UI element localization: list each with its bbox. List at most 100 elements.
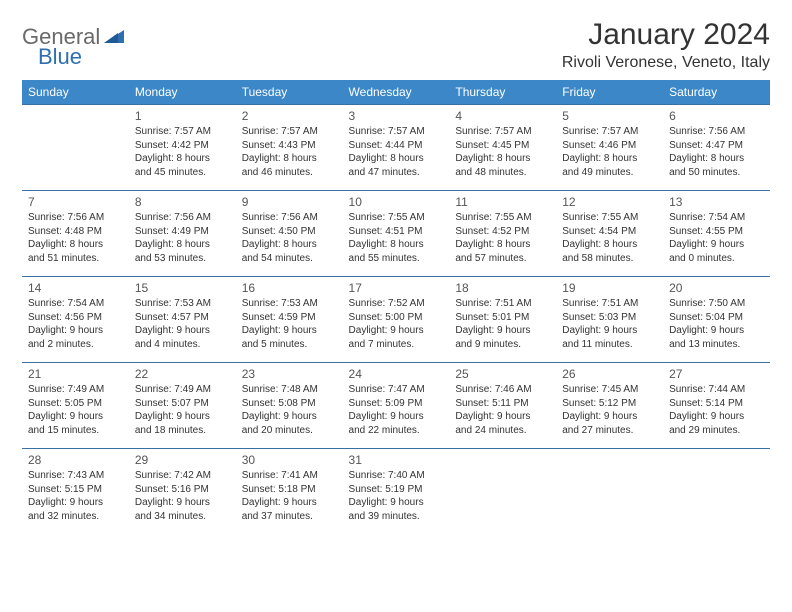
sunrise-text: Sunrise: 7:42 AM	[135, 469, 230, 483]
daylight-text: Daylight: 8 hours	[562, 152, 657, 166]
sunset-text: Sunset: 5:09 PM	[349, 397, 444, 411]
calendar-cell: 22Sunrise: 7:49 AMSunset: 5:07 PMDayligh…	[129, 363, 236, 449]
sunrise-text: Sunrise: 7:55 AM	[562, 211, 657, 225]
daylight-text: Daylight: 8 hours	[455, 152, 550, 166]
logo-text-blue-wrap: Blue	[38, 44, 82, 70]
day-number: 8	[135, 194, 230, 210]
calendar-week-row: 7Sunrise: 7:56 AMSunset: 4:48 PMDaylight…	[22, 191, 770, 277]
day-number: 24	[349, 366, 444, 382]
day-number: 23	[242, 366, 337, 382]
day-number: 21	[28, 366, 123, 382]
sunrise-text: Sunrise: 7:45 AM	[562, 383, 657, 397]
weekday-row: SundayMondayTuesdayWednesdayThursdayFrid…	[22, 80, 770, 105]
daylight-text: Daylight: 9 hours	[28, 324, 123, 338]
sunrise-text: Sunrise: 7:43 AM	[28, 469, 123, 483]
daylight-text: Daylight: 9 hours	[669, 410, 764, 424]
daylight-text: and 50 minutes.	[669, 166, 764, 180]
sunset-text: Sunset: 5:03 PM	[562, 311, 657, 325]
sunset-text: Sunset: 5:15 PM	[28, 483, 123, 497]
day-number: 7	[28, 194, 123, 210]
sunset-text: Sunset: 5:12 PM	[562, 397, 657, 411]
calendar-cell: 16Sunrise: 7:53 AMSunset: 4:59 PMDayligh…	[236, 277, 343, 363]
daylight-text: Daylight: 9 hours	[28, 496, 123, 510]
sunset-text: Sunset: 5:18 PM	[242, 483, 337, 497]
calendar-cell: 27Sunrise: 7:44 AMSunset: 5:14 PMDayligh…	[663, 363, 770, 449]
day-number: 5	[562, 108, 657, 124]
daylight-text: and 58 minutes.	[562, 252, 657, 266]
sunset-text: Sunset: 4:43 PM	[242, 139, 337, 153]
calendar-cell: 6Sunrise: 7:56 AMSunset: 4:47 PMDaylight…	[663, 105, 770, 191]
daylight-text: and 37 minutes.	[242, 510, 337, 524]
calendar-cell: 4Sunrise: 7:57 AMSunset: 4:45 PMDaylight…	[449, 105, 556, 191]
logo-text-blue: Blue	[38, 44, 82, 69]
calendar-cell: 2Sunrise: 7:57 AMSunset: 4:43 PMDaylight…	[236, 105, 343, 191]
daylight-text: and 49 minutes.	[562, 166, 657, 180]
daylight-text: Daylight: 8 hours	[562, 238, 657, 252]
sunset-text: Sunset: 4:48 PM	[28, 225, 123, 239]
sunrise-text: Sunrise: 7:51 AM	[455, 297, 550, 311]
calendar-cell: 25Sunrise: 7:46 AMSunset: 5:11 PMDayligh…	[449, 363, 556, 449]
daylight-text: Daylight: 9 hours	[28, 410, 123, 424]
weekday-header: Saturday	[663, 80, 770, 105]
sunrise-text: Sunrise: 7:56 AM	[669, 125, 764, 139]
logo-triangle-icon	[104, 27, 124, 48]
calendar-cell: 19Sunrise: 7:51 AMSunset: 5:03 PMDayligh…	[556, 277, 663, 363]
calendar-table: SundayMondayTuesdayWednesdayThursdayFrid…	[22, 80, 770, 535]
calendar-cell: 13Sunrise: 7:54 AMSunset: 4:55 PMDayligh…	[663, 191, 770, 277]
sunset-text: Sunset: 4:46 PM	[562, 139, 657, 153]
sunset-text: Sunset: 4:50 PM	[242, 225, 337, 239]
calendar-cell: 23Sunrise: 7:48 AMSunset: 5:08 PMDayligh…	[236, 363, 343, 449]
daylight-text: Daylight: 9 hours	[135, 496, 230, 510]
sunset-text: Sunset: 4:49 PM	[135, 225, 230, 239]
daylight-text: Daylight: 8 hours	[135, 152, 230, 166]
sunrise-text: Sunrise: 7:54 AM	[669, 211, 764, 225]
day-number: 28	[28, 452, 123, 468]
sunrise-text: Sunrise: 7:54 AM	[28, 297, 123, 311]
sunrise-text: Sunrise: 7:56 AM	[28, 211, 123, 225]
sunrise-text: Sunrise: 7:57 AM	[349, 125, 444, 139]
day-number: 15	[135, 280, 230, 296]
calendar-cell: 7Sunrise: 7:56 AMSunset: 4:48 PMDaylight…	[22, 191, 129, 277]
day-number: 9	[242, 194, 337, 210]
daylight-text: and 45 minutes.	[135, 166, 230, 180]
daylight-text: and 32 minutes.	[28, 510, 123, 524]
daylight-text: Daylight: 9 hours	[242, 496, 337, 510]
sunset-text: Sunset: 5:07 PM	[135, 397, 230, 411]
daylight-text: Daylight: 8 hours	[455, 238, 550, 252]
daylight-text: and 53 minutes.	[135, 252, 230, 266]
sunrise-text: Sunrise: 7:53 AM	[135, 297, 230, 311]
day-number: 16	[242, 280, 337, 296]
sunset-text: Sunset: 4:52 PM	[455, 225, 550, 239]
calendar-cell	[663, 449, 770, 535]
day-number: 4	[455, 108, 550, 124]
daylight-text: and 57 minutes.	[455, 252, 550, 266]
daylight-text: and 20 minutes.	[242, 424, 337, 438]
daylight-text: Daylight: 8 hours	[135, 238, 230, 252]
day-number: 27	[669, 366, 764, 382]
daylight-text: and 5 minutes.	[242, 338, 337, 352]
daylight-text: and 46 minutes.	[242, 166, 337, 180]
calendar-cell	[22, 105, 129, 191]
daylight-text: and 0 minutes.	[669, 252, 764, 266]
daylight-text: and 34 minutes.	[135, 510, 230, 524]
daylight-text: Daylight: 9 hours	[669, 324, 764, 338]
daylight-text: and 7 minutes.	[349, 338, 444, 352]
day-number: 20	[669, 280, 764, 296]
sunset-text: Sunset: 5:14 PM	[669, 397, 764, 411]
calendar-cell: 31Sunrise: 7:40 AMSunset: 5:19 PMDayligh…	[343, 449, 450, 535]
sunrise-text: Sunrise: 7:49 AM	[135, 383, 230, 397]
weekday-header: Monday	[129, 80, 236, 105]
sunset-text: Sunset: 5:19 PM	[349, 483, 444, 497]
day-number: 3	[349, 108, 444, 124]
sunset-text: Sunset: 4:55 PM	[669, 225, 764, 239]
calendar-cell: 18Sunrise: 7:51 AMSunset: 5:01 PMDayligh…	[449, 277, 556, 363]
daylight-text: and 18 minutes.	[135, 424, 230, 438]
day-number: 31	[349, 452, 444, 468]
header: General January 2024 Rivoli Veronese, Ve…	[22, 18, 770, 72]
day-number: 25	[455, 366, 550, 382]
sunrise-text: Sunrise: 7:56 AM	[135, 211, 230, 225]
sunrise-text: Sunrise: 7:49 AM	[28, 383, 123, 397]
weekday-header: Sunday	[22, 80, 129, 105]
sunrise-text: Sunrise: 7:44 AM	[669, 383, 764, 397]
sunrise-text: Sunrise: 7:48 AM	[242, 383, 337, 397]
